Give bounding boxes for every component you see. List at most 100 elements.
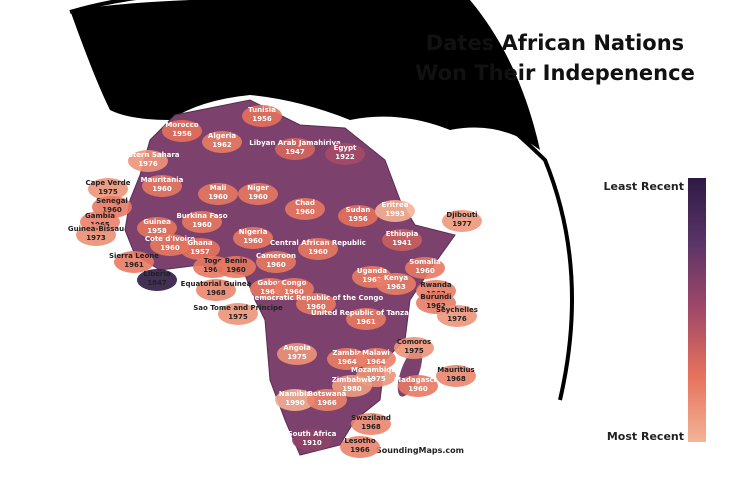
country-name: Lesotho [344,437,376,445]
country-region [382,229,422,251]
country-name: Sao Tome and Principe [193,304,283,312]
country-year: 1964 [337,358,357,366]
country-year: 1961 [356,318,376,326]
country-region [256,251,296,273]
country-name: Burundi [420,293,451,301]
country-name: Congo [282,279,307,287]
country-name: Seychelles [436,306,478,314]
country-year: 1966 [317,399,337,407]
country-region [180,238,220,260]
country-region [114,251,154,273]
country-year: 1960 [295,208,315,216]
country-name: Ethiopia [386,230,419,238]
country-name: Egypt [334,144,357,152]
country-region [242,105,282,127]
country-name: Senegal [96,197,128,205]
country-name: Mozambique [351,366,401,374]
country-region [405,257,445,279]
country-region [356,348,396,370]
country-name: Ghana [187,239,212,247]
country-name: Sudan [346,206,371,214]
country-region [325,143,365,165]
country-name: Guinea-Bissau [68,225,124,233]
country-year: 1960 [192,221,212,229]
country-name: Botswana [308,390,347,398]
country-name: Djibouti [446,211,477,219]
country-year: 1977 [452,220,472,228]
country-year: 1956 [348,215,368,223]
country-year: 1973 [86,234,106,242]
country-year: 1962 [362,276,382,284]
country-year: 1975 [366,375,386,383]
country-name: Burkina Faso [176,212,227,220]
country-region [332,375,372,397]
country-region [351,413,391,435]
country-name: Equatorial Guinea [181,280,252,288]
footer: SoundingMaps.com [376,446,464,455]
country-region [277,343,317,365]
country-year: 1960 [408,385,428,393]
country-year: 1976 [138,160,158,168]
country-region [76,224,116,246]
country-region [275,389,315,411]
country-year: 1956 [252,115,272,123]
country-year: 1960 [102,206,122,214]
country-region [202,131,242,153]
country-name: Mali [210,184,227,192]
country-year: 1941 [392,239,412,247]
country-region [238,183,278,205]
country-year: 1966 [350,446,370,454]
country-name: Libyan Arab Jamahiriya [249,139,341,147]
country-region [137,269,177,291]
country-year: 1975 [287,353,307,361]
country-name: Namibia [279,390,312,398]
country-region [128,150,168,172]
country-name: Zambia [332,349,362,357]
country-region [274,278,314,300]
country-year: 1958 [147,227,167,235]
country-year: 1980 [342,385,362,393]
country-year: 1964 [366,358,386,366]
country-name: Gabon [257,279,282,287]
country-year: 1910 [302,439,322,447]
country-name: Cameroon [256,252,296,260]
globe-edge [69,0,574,401]
country-year: 1960 [248,193,268,201]
country-name: Kenya [384,274,409,282]
country-name: Angola [283,344,311,352]
country-year: 1963 [386,283,406,291]
country-name: Nigeria [239,228,268,236]
country-region [437,305,477,327]
country-region [150,234,190,256]
country-name: Zimbabwe [332,376,373,384]
country-name: United Republic of Tanzania [311,309,421,317]
country-name: Rwanda [420,281,452,289]
country-year: 1990 [285,399,305,407]
country-name: Sierra Leone [109,252,159,260]
country-region [218,303,258,325]
title-line-1: Dates African Nations [426,31,684,55]
country-region [346,308,386,330]
country-year: 1960 [152,185,172,193]
country-name: Western Sahara [117,151,180,159]
country-name: Niger [247,184,269,192]
country-region [275,138,315,160]
country-name: Togo [204,257,223,265]
country-region [375,200,415,222]
country-year: 1947 [285,148,305,156]
country-region [298,238,338,260]
country-name: Morocco [165,121,198,129]
country-name: Cote d'Ivoire [145,235,195,243]
country-region [292,429,332,451]
country-year: 1961 [124,261,144,269]
country-name: Somalia [409,258,441,266]
country-year: 1975 [98,188,118,196]
country-region [398,375,438,397]
country-name: Tunisia [248,106,276,114]
country-name: Swaziland [351,414,391,422]
colorbar [688,178,706,442]
country-year: 1960 [415,267,435,275]
country-name: Malawi [362,349,390,357]
country-region [198,183,238,205]
